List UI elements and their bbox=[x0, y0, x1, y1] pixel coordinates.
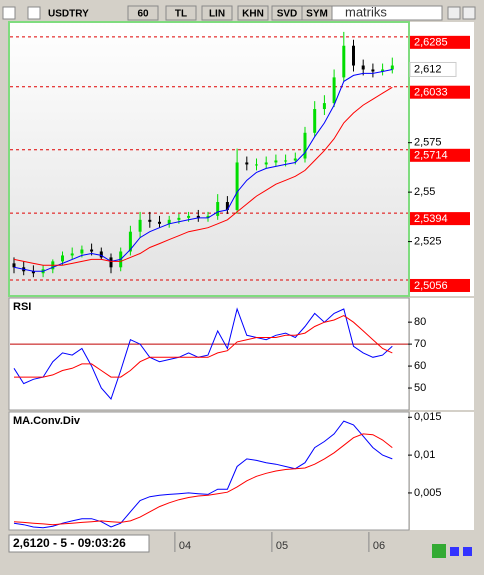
candle-body bbox=[255, 164, 258, 166]
candle-body bbox=[187, 215, 191, 218]
candle-body bbox=[284, 160, 288, 162]
y-tick-label: 50 bbox=[414, 382, 426, 394]
candle-body bbox=[61, 255, 64, 262]
toolbar-button-label: SYM bbox=[306, 9, 328, 20]
candle-body bbox=[128, 231, 132, 252]
x-tick-label: 06 bbox=[373, 540, 385, 552]
toolbar-button[interactable] bbox=[237, 5, 269, 21]
candle-body bbox=[167, 219, 171, 224]
candle-body bbox=[177, 217, 181, 220]
candle-body bbox=[390, 65, 394, 70]
level-box bbox=[410, 212, 470, 226]
panel-title: RSI bbox=[13, 301, 31, 313]
candle-body bbox=[216, 202, 220, 216]
candle-body bbox=[274, 160, 278, 163]
candle-body bbox=[264, 162, 268, 165]
series-line bbox=[14, 315, 393, 378]
brand-box bbox=[331, 5, 443, 21]
candle-body bbox=[322, 103, 326, 110]
candle-body bbox=[235, 162, 239, 210]
panel-title: MA.Conv.Div bbox=[13, 415, 81, 427]
candle-body bbox=[245, 162, 249, 165]
candle-body bbox=[371, 69, 375, 72]
candle-body bbox=[206, 215, 210, 218]
level-label: 2,5714 bbox=[414, 150, 448, 162]
toolbar-button-label: LIN bbox=[209, 9, 225, 20]
last-price-box bbox=[409, 61, 457, 77]
candle-body bbox=[303, 132, 307, 159]
series-line bbox=[13, 69, 393, 272]
candle-body bbox=[90, 249, 94, 252]
candle-body bbox=[381, 69, 385, 72]
candle-body bbox=[313, 109, 317, 133]
scroll-right[interactable] bbox=[463, 547, 472, 556]
level-box bbox=[410, 148, 470, 162]
y-tick-label: 80 bbox=[414, 316, 426, 328]
y-tick-label: 0,005 bbox=[414, 487, 442, 499]
toolbar-button-label: 60 bbox=[137, 9, 149, 20]
level-box bbox=[410, 278, 470, 292]
candle-body bbox=[31, 271, 35, 274]
candle-body bbox=[196, 215, 200, 218]
level-label: 2,5056 bbox=[414, 280, 448, 292]
candle-body bbox=[99, 251, 103, 258]
candle-body bbox=[361, 65, 365, 70]
y-tick-label: 60 bbox=[414, 360, 426, 372]
y-tick-label: 2,525 bbox=[414, 236, 442, 248]
symbol: USDTRY bbox=[48, 9, 89, 20]
y-tick-label: 0,015 bbox=[414, 411, 442, 423]
x-tick-label: 05 bbox=[276, 540, 288, 552]
macd-panel bbox=[8, 411, 410, 531]
status: 2,6120 - 5 - 09:03:26 bbox=[13, 536, 126, 550]
price-panel bbox=[8, 21, 410, 297]
y-tick-label: 0,01 bbox=[414, 449, 435, 461]
series-line bbox=[13, 307, 393, 400]
candle-body bbox=[70, 253, 74, 256]
button[interactable] bbox=[462, 6, 476, 20]
series-line bbox=[13, 433, 393, 526]
level-box bbox=[410, 35, 470, 49]
y-tick-label: 2,575 bbox=[414, 137, 442, 149]
candle-body bbox=[12, 263, 16, 268]
level-box bbox=[410, 85, 470, 99]
candle-body bbox=[293, 158, 297, 161]
brand: matriks bbox=[345, 4, 387, 19]
last-price-label: 2,612 bbox=[414, 63, 442, 75]
y-tick-label: 2,55 bbox=[414, 186, 435, 198]
series-line bbox=[13, 86, 393, 266]
rsi-axis bbox=[410, 298, 474, 410]
candle-body bbox=[148, 219, 152, 222]
level-label: 2,6033 bbox=[414, 87, 448, 99]
series-line bbox=[13, 420, 393, 529]
scroll-left[interactable] bbox=[450, 547, 459, 556]
candle-body bbox=[342, 45, 346, 78]
level-label: 2,6285 bbox=[414, 37, 448, 49]
x-tick-label: 04 bbox=[179, 540, 191, 552]
candle-body bbox=[158, 221, 161, 224]
toolbar-button[interactable] bbox=[127, 5, 159, 21]
status-box bbox=[8, 534, 150, 553]
y-tick-label: 70 bbox=[414, 338, 426, 350]
toolbar-button-label: KHN bbox=[242, 9, 264, 20]
macd-axis bbox=[410, 412, 474, 530]
candle-body bbox=[138, 219, 142, 232]
icon[interactable] bbox=[27, 6, 41, 20]
icon[interactable] bbox=[2, 6, 16, 20]
toolbar-button-label: TL bbox=[175, 9, 187, 20]
level-label: 2,5394 bbox=[414, 213, 448, 225]
toolbar-button-label: SVD bbox=[277, 9, 298, 20]
toolbar-button[interactable] bbox=[201, 5, 233, 21]
candle-body bbox=[109, 257, 113, 268]
candle-body bbox=[352, 45, 355, 66]
toolbar-button[interactable] bbox=[165, 5, 197, 21]
candle-body bbox=[225, 202, 229, 210]
candle-body bbox=[332, 77, 336, 104]
candle-body bbox=[80, 249, 84, 254]
refresh[interactable] bbox=[432, 544, 446, 558]
button[interactable] bbox=[447, 6, 461, 20]
